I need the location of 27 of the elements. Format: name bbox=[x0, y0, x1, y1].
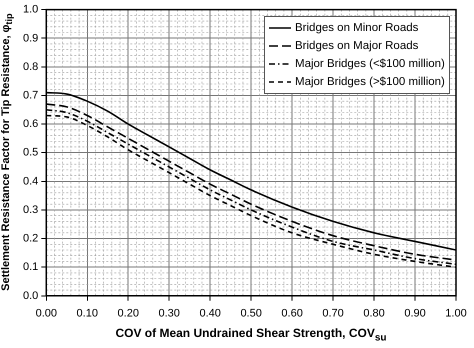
legend-label: Bridges on Minor Roads bbox=[295, 22, 418, 34]
y-tick-label: 0.5 bbox=[22, 146, 38, 159]
x-tick-label: 0.90 bbox=[404, 307, 426, 320]
y-tick-label: 0.2 bbox=[22, 232, 38, 245]
x-axis-title: COV of Mean Undrained Shear Strength, COV$_{su}$ bbox=[114, 326, 388, 344]
y-tick-label: 0.6 bbox=[22, 118, 38, 130]
x-tick-label: 0.10 bbox=[76, 307, 98, 320]
y-tick-label: 0.0 bbox=[22, 290, 38, 302]
x-tick-label: 0.40 bbox=[199, 307, 221, 320]
x-tick-label: 0.60 bbox=[281, 307, 303, 320]
y-tick-label: 1.0 bbox=[22, 4, 38, 16]
y-tick-label: 0.8 bbox=[22, 60, 38, 73]
y-tick-label: 0.3 bbox=[22, 204, 38, 216]
x-tick-label: 1.00 bbox=[445, 307, 467, 320]
y-tick-label: 0.7 bbox=[22, 89, 38, 102]
x-tick-label: 0.20 bbox=[118, 307, 139, 320]
x-tick-label: 0.70 bbox=[322, 307, 344, 320]
legend-label: Bridges on Major Roads bbox=[295, 40, 418, 52]
x-tick-label: 0.80 bbox=[363, 307, 385, 320]
legend-label: Major Bridges (>$100 million) bbox=[295, 76, 445, 88]
x-tick-label: 0.30 bbox=[158, 307, 180, 320]
legend-label: Major Bridges (<$100 million) bbox=[295, 58, 445, 70]
x-tick-label: 0.50 bbox=[240, 307, 262, 320]
y-tick-label: 0.9 bbox=[22, 32, 38, 44]
x-tick-label: 0.00 bbox=[36, 307, 57, 320]
y-tick-label: 0.4 bbox=[22, 175, 38, 188]
y-tick-label: 0.1 bbox=[22, 261, 38, 274]
